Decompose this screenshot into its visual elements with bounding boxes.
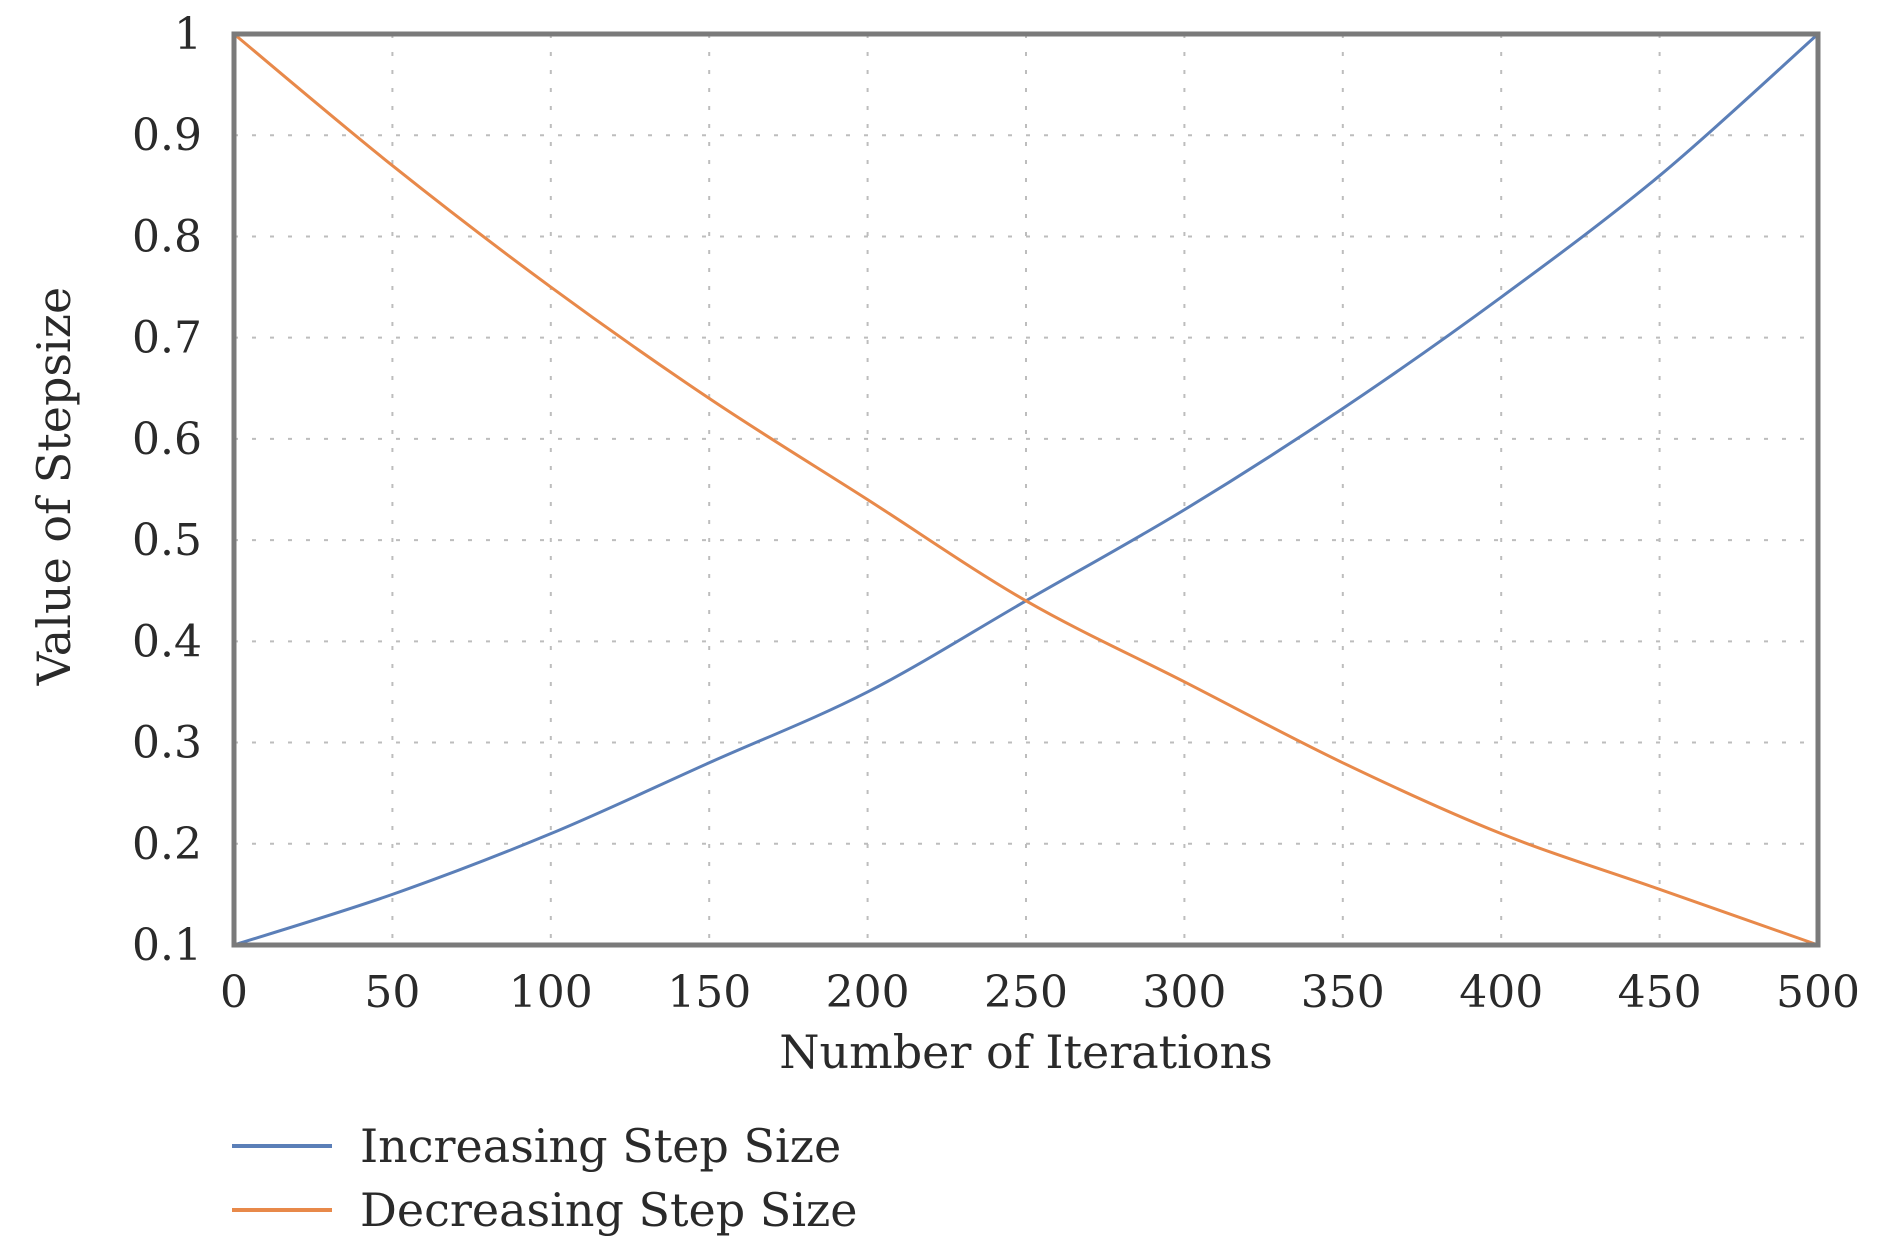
x-tick-label: 400 [1459,967,1543,1018]
y-tick-label: 0.7 [132,313,202,364]
x-axis-label: Number of Iterations [779,1025,1273,1079]
series-line-decreasing [233,32,1819,947]
y-tick-label: 0.6 [132,414,202,465]
x-tick-label: 350 [1301,967,1385,1018]
legend-label: Decreasing Step Size [360,1183,858,1236]
y-tick-label: 0.4 [132,616,202,667]
legend-label: Increasing Step Size [360,1119,841,1173]
y-tick-label: 0.9 [132,110,202,161]
y-tick-label: 0.3 [132,718,202,769]
series-line-increasing [233,32,1820,947]
y-tick-label: 0.5 [132,515,202,566]
x-tick-label: 150 [667,967,751,1018]
x-tick-label: 250 [984,967,1068,1018]
series-lines [233,32,1820,947]
y-tick-label: 0.1 [132,920,202,971]
y-axis-label: Value of Stepsize [27,287,81,686]
legend: Increasing Step Size Decreasing Step Size [232,1119,858,1237]
grid [234,34,1818,945]
plot-frame [231,31,1821,948]
tick-labels: 0 50 100 150 200 250 300 350 400 450 500 0.1 0.2 0.3 0… [132,9,1860,1018]
x-tick-label: 50 [364,967,420,1018]
x-tick-label: 300 [1142,967,1226,1018]
x-tick-label: 200 [826,967,910,1018]
plot-border [231,31,1821,948]
y-tick-label: 0.8 [132,211,202,262]
y-tick-label: 0.2 [132,819,202,870]
x-tick-label: 0 [220,967,248,1018]
x-tick-label: 450 [1618,967,1702,1018]
x-tick-label: 500 [1776,967,1860,1018]
x-tick-label: 100 [509,967,593,1018]
y-tick-label: 1 [174,9,202,60]
